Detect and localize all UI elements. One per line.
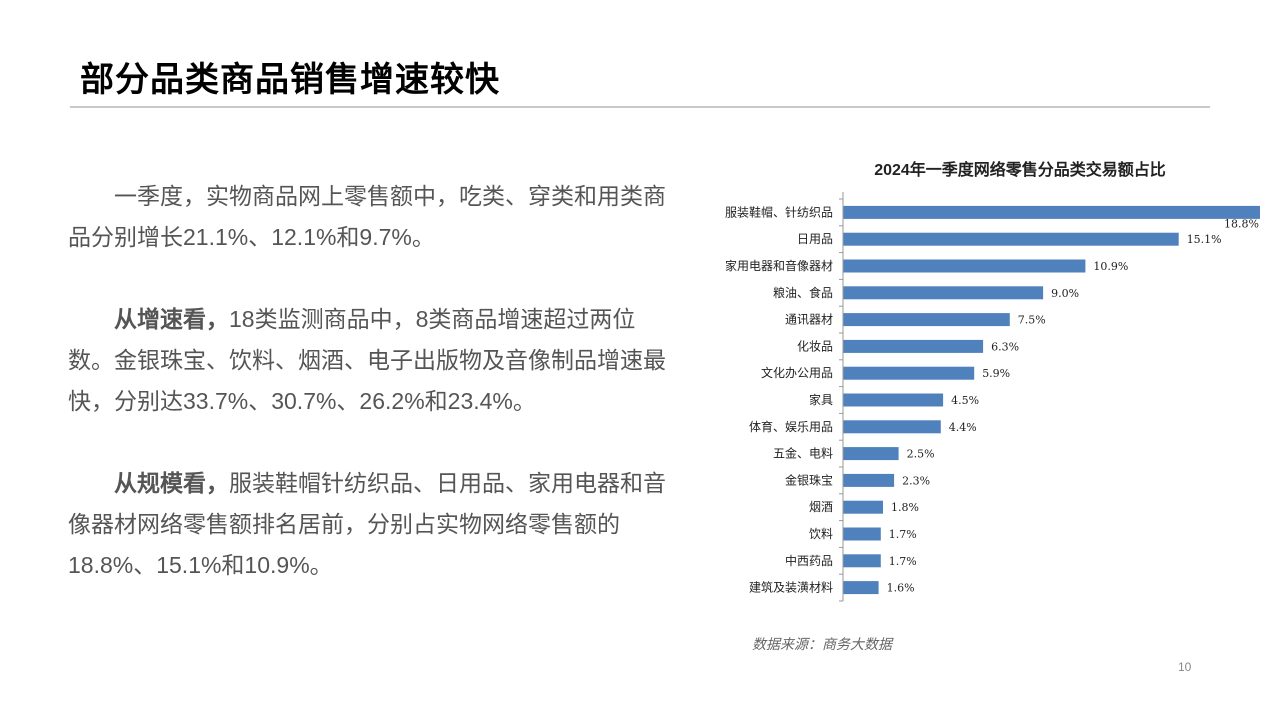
value-label-8: 4.4% [949, 421, 977, 434]
bar-13 [843, 554, 881, 568]
value-label-3: 9.0% [1051, 287, 1079, 300]
value-label-6: 5.9% [982, 367, 1010, 380]
bar-9 [843, 447, 899, 461]
category-label-3: 粮油、食品 [773, 285, 833, 300]
value-label-4: 7.5% [1018, 314, 1046, 327]
overview-text: 一季度，实物商品网上零售额中，吃类、穿类和用类商品分别增长21.1%、12.1%… [68, 183, 666, 250]
category-label-7: 家具 [809, 392, 833, 407]
chart-title: 2024年一季度网络零售分品类交易额占比 [874, 162, 1166, 179]
source-note: 数据来源：商务大数据 [752, 636, 892, 652]
category-label-0: 服装鞋帽、针纺织品 [725, 204, 833, 219]
category-label-1: 日用品 [797, 232, 833, 246]
category-label-8: 体育、娱乐用品 [749, 419, 833, 434]
bar-0 [843, 205, 1260, 219]
value-label-13: 1.7% [889, 555, 917, 568]
category-label-5: 化妆品 [797, 339, 833, 353]
category-label-13: 中西药品 [785, 553, 833, 568]
bar-chart: 服装鞋帽、针纺织品 18.8% 日用品 15.1% 家用电器和音像器材 10.9% 粮油、食… [725, 192, 1260, 602]
bar-10 [843, 473, 895, 487]
category-label-9: 五金、电料 [773, 446, 833, 461]
value-label-10: 2.3% [902, 474, 930, 487]
paragraph-scale: 从规模看，服装鞋帽针纺织品、日用品、家用电器和音像器材网络零售额排名居前，分别占… [68, 463, 678, 586]
scale-text: 服装鞋帽针纺织品、日用品、家用电器和音像器材网络零售额排名居前，分别占实物网络零… [68, 470, 666, 578]
category-label-11: 烟酒 [809, 500, 833, 514]
category-label-12: 饮料 [809, 527, 833, 541]
paragraph-growth: 从增速看，18类监测商品中，8类商品增速超过两位数。金银珠宝、饮料、烟酒、电子出… [68, 299, 678, 422]
bar-6 [843, 366, 975, 380]
value-label-0: 18.8% [1224, 217, 1259, 230]
bar-8 [843, 420, 941, 434]
page-number: 10 [1178, 660, 1192, 674]
scale-lead: 从规模看， [114, 470, 229, 496]
growth-lead: 从增速看， [114, 306, 229, 332]
bar-14 [843, 581, 879, 595]
value-label-12: 1.7% [889, 528, 917, 541]
title-divider [70, 106, 1210, 108]
slide-title: 部分品类商品销售增速较快 [80, 61, 500, 99]
value-label-9: 2.5% [907, 448, 935, 461]
category-label-14: 建筑及装潢材料 [749, 580, 833, 595]
bar-1 [843, 232, 1179, 246]
category-label-10: 金银珠宝 [785, 472, 833, 487]
value-label-11: 1.8% [891, 501, 919, 514]
value-label-2: 10.9% [1093, 260, 1128, 273]
bar-3 [843, 286, 1044, 300]
category-label-6: 文化办公用品 [761, 365, 833, 380]
bar-4 [843, 313, 1010, 327]
bar-5 [843, 339, 984, 353]
bar-12 [843, 527, 881, 541]
value-label-7: 4.5% [951, 394, 979, 407]
bar-7 [843, 393, 944, 407]
paragraph-overview: 一季度，实物商品网上零售额中，吃类、穿类和用类商品分别增长21.1%、12.1%… [68, 176, 678, 258]
category-label-4: 通讯器材 [785, 313, 833, 327]
body-text: 一季度，实物商品网上零售额中，吃类、穿类和用类商品分别增长21.1%、12.1%… [68, 176, 678, 627]
value-label-14: 1.6% [887, 582, 915, 595]
value-label-5: 6.3% [991, 340, 1019, 353]
growth-text: 18类监测商品中，8类商品增速超过两位数。金银珠宝、饮料、烟酒、电子出版物及音像… [68, 306, 666, 414]
category-label-2: 家用电器和音像器材 [725, 258, 833, 273]
bar-11 [843, 500, 883, 514]
bar-2 [843, 259, 1086, 273]
value-label-1: 15.1% [1187, 233, 1222, 246]
